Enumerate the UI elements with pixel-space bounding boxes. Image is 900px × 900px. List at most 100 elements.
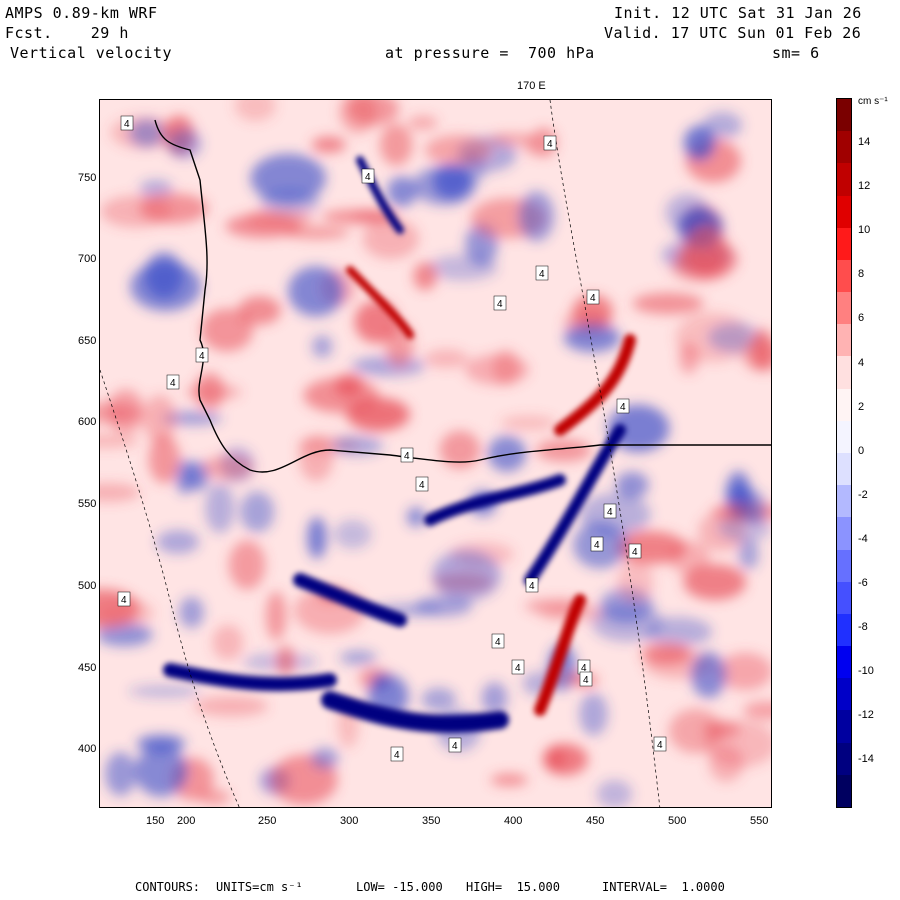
svg-text:4: 4 — [124, 119, 130, 130]
colorbar-label: 2 — [858, 400, 865, 413]
x-tick-label: 400 — [504, 815, 523, 827]
y-tick-label: 600 — [78, 416, 97, 428]
contour-value-label: 4 — [511, 659, 525, 675]
velocity-cell — [212, 624, 244, 661]
x-tick-label: 200 — [177, 815, 196, 827]
colorbar-label: -12 — [858, 709, 874, 722]
velocity-cell — [487, 435, 527, 472]
colorbar-units: cm s⁻¹ — [858, 96, 888, 107]
contour-value-label: 4 — [653, 736, 667, 752]
velocity-cell — [331, 435, 383, 456]
colorbar-band — [837, 453, 851, 486]
svg-text:4: 4 — [121, 595, 127, 606]
contour-value-label: 4 — [493, 295, 507, 311]
velocity-cell — [259, 189, 321, 215]
velocity-cell — [407, 115, 438, 130]
contour-value-label: 4 — [525, 577, 539, 593]
velocity-cell — [678, 343, 699, 374]
y-tick-label: 700 — [78, 253, 97, 265]
colorbar-label: -10 — [858, 665, 874, 678]
contours-label: CONTOURS: — [135, 880, 201, 894]
colorbar-band — [837, 227, 851, 261]
colorbar-label: -6 — [858, 577, 868, 589]
smoothing-label: sm= 6 — [772, 44, 820, 62]
velocity-cell — [240, 491, 275, 533]
velocity-cell — [299, 435, 334, 482]
velocity-cell — [668, 541, 710, 575]
contour-value-label: 4 — [390, 746, 404, 762]
velocity-cell — [542, 743, 588, 776]
velocity-cell — [464, 354, 530, 385]
svg-text:4: 4 — [404, 451, 410, 462]
velocity-cell — [105, 751, 136, 796]
velocity-field — [100, 100, 771, 807]
velocity-cell — [130, 261, 202, 312]
velocity-cell — [228, 540, 266, 590]
velocity-cell — [640, 643, 692, 664]
colorbar-band — [837, 774, 851, 808]
y-tick-label: 500 — [78, 580, 97, 592]
contour-value-label: 4 — [166, 374, 180, 390]
velocity-cell — [413, 262, 437, 291]
colorbar-band — [837, 356, 851, 390]
contour-value-label: 4 — [415, 476, 429, 492]
velocity-cell — [424, 349, 469, 368]
velocity-cell — [250, 153, 326, 203]
svg-text:4: 4 — [497, 299, 503, 310]
contour-value-label: 4 — [400, 447, 414, 463]
contour-value-label: 4 — [361, 168, 375, 184]
svg-text:4: 4 — [170, 378, 176, 389]
colorbar-band — [837, 420, 851, 454]
velocity-cell — [179, 596, 204, 628]
y-tick-label: 750 — [78, 172, 97, 184]
velocity-cell — [481, 682, 508, 715]
y-tick-label: 450 — [78, 662, 97, 674]
coastline — [100, 100, 771, 807]
velocity-band — [346, 266, 414, 339]
velocity-cell — [100, 622, 153, 647]
velocity-cell — [572, 294, 613, 329]
init-time: Init. 12 UTC Sat 31 Jan 26 — [614, 4, 862, 22]
svg-text:4: 4 — [594, 540, 600, 551]
velocity-band — [163, 663, 337, 692]
colorbar-band — [837, 485, 851, 518]
contour-value-label: 4 — [586, 289, 600, 305]
contour-value-label: 4 — [448, 737, 462, 753]
velocity-cell — [665, 193, 710, 233]
y-tick-label: 650 — [78, 335, 97, 347]
velocity-cell — [579, 692, 608, 736]
velocity-cell — [194, 695, 269, 717]
svg-text:4: 4 — [419, 480, 425, 491]
velocity-cell — [683, 125, 716, 161]
colorbar-band — [837, 678, 851, 711]
velocity-cell — [200, 308, 254, 352]
velocity-cell — [339, 650, 377, 666]
velocity-cell — [284, 226, 350, 239]
colorbar-label: -4 — [858, 532, 868, 545]
velocity-cell — [156, 530, 200, 554]
colorbar-band — [837, 710, 851, 744]
y-tick-label: 400 — [78, 743, 97, 755]
colorbar-label: -8 — [858, 621, 868, 634]
velocity-cell — [644, 617, 713, 647]
velocity-cell — [136, 735, 186, 753]
field-name: Vertical velocity — [10, 44, 173, 62]
velocity-cell — [307, 517, 327, 559]
velocity-band — [356, 156, 404, 234]
x-tick-label: 250 — [258, 815, 277, 827]
colorbar-label: 4 — [858, 356, 865, 369]
colorbar-band — [837, 517, 851, 551]
colorbar-band — [837, 549, 851, 583]
velocity-cell — [134, 745, 188, 797]
forecast-hour: Fcst. 29 h — [5, 24, 129, 42]
svg-text:4: 4 — [607, 507, 613, 518]
velocity-cell — [421, 687, 457, 712]
colorbar-band — [837, 324, 851, 357]
velocity-cell — [615, 471, 649, 499]
velocity-cell — [202, 455, 254, 480]
strong-velocity-bands — [163, 156, 636, 733]
velocity-cell — [490, 773, 528, 787]
svg-text:4: 4 — [539, 269, 545, 280]
velocity-band — [524, 424, 626, 586]
